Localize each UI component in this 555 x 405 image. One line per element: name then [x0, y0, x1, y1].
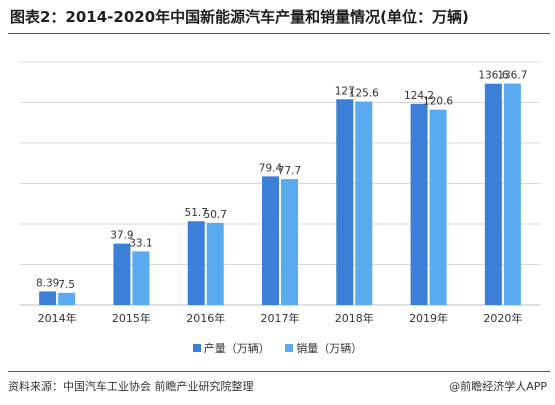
- data-label-production: 8.39: [36, 277, 59, 289]
- data-label-production: 79.4: [259, 162, 283, 174]
- title-divider: [8, 33, 550, 34]
- x-tick-label: 2017年: [261, 311, 300, 325]
- publisher-credit: @前瞻经济学人APP: [449, 380, 547, 393]
- bar-sales: [206, 222, 224, 305]
- x-tick-label: 2020年: [483, 311, 522, 325]
- data-label-sales: 33.1: [129, 237, 152, 249]
- chart-title: 图表2：2014-2020年中国新能源汽车产量和销量情况(单位：万辆): [10, 8, 469, 26]
- data-label-production: 136.6: [478, 70, 508, 82]
- bar-sales: [132, 251, 150, 305]
- bar-production: [187, 221, 205, 305]
- x-tick-label: 2019年: [409, 311, 448, 325]
- legend-swatch-production: [192, 344, 201, 352]
- data-label-sales: 7.5: [58, 279, 75, 291]
- data-label-sales: 77.7: [278, 165, 301, 177]
- source-note: 资料来源：中国汽车工业协会 前瞻产业研究院整理: [8, 380, 254, 393]
- x-tick-label: 2016年: [186, 311, 225, 325]
- bar-sales: [429, 109, 447, 306]
- legend-label-sales: 销量（万辆）: [296, 342, 363, 355]
- x-tick-label: 2014年: [38, 311, 77, 325]
- legend-item-production: 产量（万辆）: [192, 340, 270, 356]
- bar-sales: [355, 101, 373, 305]
- bar-production: [410, 103, 428, 306]
- footer-divider: [8, 371, 550, 372]
- bar-production: [113, 243, 131, 305]
- x-tick-label: 2015年: [112, 311, 151, 325]
- chart-legend: 产量（万辆） 销量（万辆）: [0, 340, 555, 356]
- data-label-production: 37.9: [110, 230, 133, 242]
- bar-production: [484, 83, 502, 305]
- data-label-sales: 125.6: [349, 88, 379, 100]
- data-label-sales: 50.7: [204, 209, 227, 221]
- bar-chart: 8.397.5 2014年 37.933.1 2015年 51.750.7 2016年 79…: [20, 61, 540, 325]
- data-label-sales: 120.6: [423, 96, 453, 108]
- legend-label-production: 产量（万辆）: [203, 342, 270, 355]
- bar-production: [262, 176, 279, 305]
- data-label-production: 51.7: [185, 207, 208, 219]
- bar-production: [336, 99, 354, 305]
- legend-swatch-sales: [285, 344, 294, 352]
- x-tick-label: 2018年: [335, 311, 374, 325]
- data-label-sales: 136.7: [497, 70, 527, 82]
- data-label-production: 127: [335, 85, 355, 97]
- bar-sales: [503, 83, 521, 306]
- bar-sales: [58, 292, 76, 305]
- data-label-production: 124.2: [404, 90, 434, 102]
- legend-item-sales: 销量（万辆）: [285, 340, 362, 356]
- bar-production: [39, 291, 57, 305]
- bar-sales: [281, 179, 298, 305]
